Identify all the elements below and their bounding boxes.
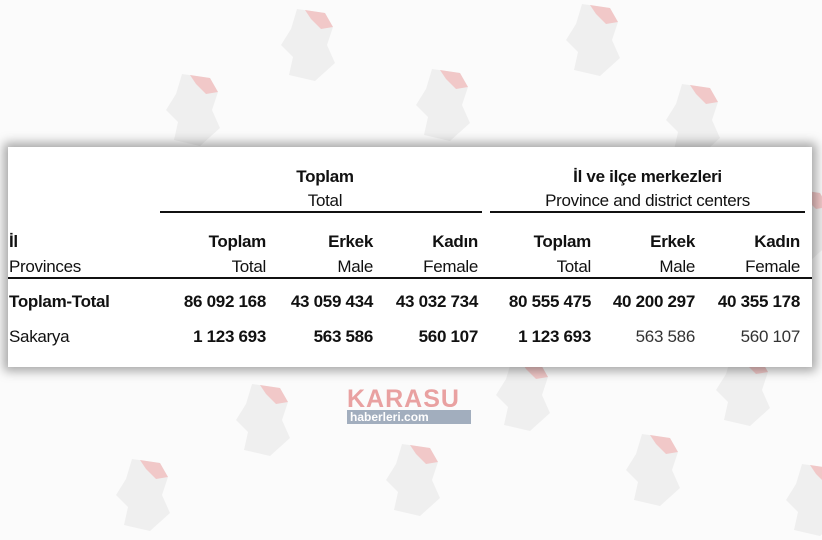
column-title: Erkek [328,232,373,251]
map-watermark-icon [496,359,550,431]
column-title: Erkek [650,232,695,251]
map-watermark-icon [786,464,822,536]
column-subtitle: Total [556,257,592,276]
map-watermark-icon [116,459,170,531]
table-cell: 43 059 434 [290,292,373,311]
group-subtitle: Total [307,191,343,210]
column-title: Kadın [754,232,800,251]
row-label-bold: Toplam [9,292,67,311]
table-cell: 40 355 178 [717,292,800,311]
table-cell: 86 092 168 [183,292,266,311]
column-title: Toplam [533,232,592,251]
row-header-subtitle: Provinces [9,257,81,276]
map-watermark-icon [666,84,720,156]
table-cell: 560 107 [418,327,479,346]
column-subtitle: Total [231,257,267,276]
table-cell: 40 200 297 [612,292,695,311]
group-subtitle: Province and district centers [545,191,750,210]
row-label-text: Sakarya [9,327,70,346]
column-subtitle: Male [659,257,695,276]
table-cell: 1 123 693 [518,327,591,346]
table-cell: 563 586 [635,327,696,346]
row-label: Toplam-Total [9,292,110,312]
table-cell: 563 586 [313,327,374,346]
column-subtitle: Male [337,257,373,276]
map-watermark-icon [566,4,620,76]
table-cell: 1 123 693 [193,327,266,346]
map-watermark-icon [416,69,470,141]
table-cell: 43 032 734 [395,292,478,311]
map-watermark-icon [386,444,440,516]
table-cell: 560 107 [740,327,801,346]
row-header-title: İl [9,232,18,251]
map-watermark-icon [166,74,220,146]
group-title: İl ve ilçe merkezleri [573,167,722,186]
karasu-logo: KARASU haberleri.com [347,385,471,424]
map-watermark-icon [236,384,290,456]
row-label: Sakarya [9,327,70,347]
column-subtitle: Female [423,257,478,276]
header-rule [8,277,812,279]
table-cell: 80 555 475 [508,292,591,311]
column-title: Kadın [432,232,478,251]
row-label-text: -Total [66,292,110,311]
logo-brand: KARASU [347,385,460,413]
group-underline [490,211,805,213]
column-title: Toplam [208,232,267,251]
group-underline [160,211,482,213]
population-table: Toplam Total İl ve ilçe merkezleri Provi… [8,147,812,367]
map-watermark-icon [281,9,335,81]
logo-sub: haberleri.com [347,410,471,424]
column-subtitle: Female [745,257,800,276]
map-watermark-icon [626,434,680,506]
group-title: Toplam [296,167,354,186]
